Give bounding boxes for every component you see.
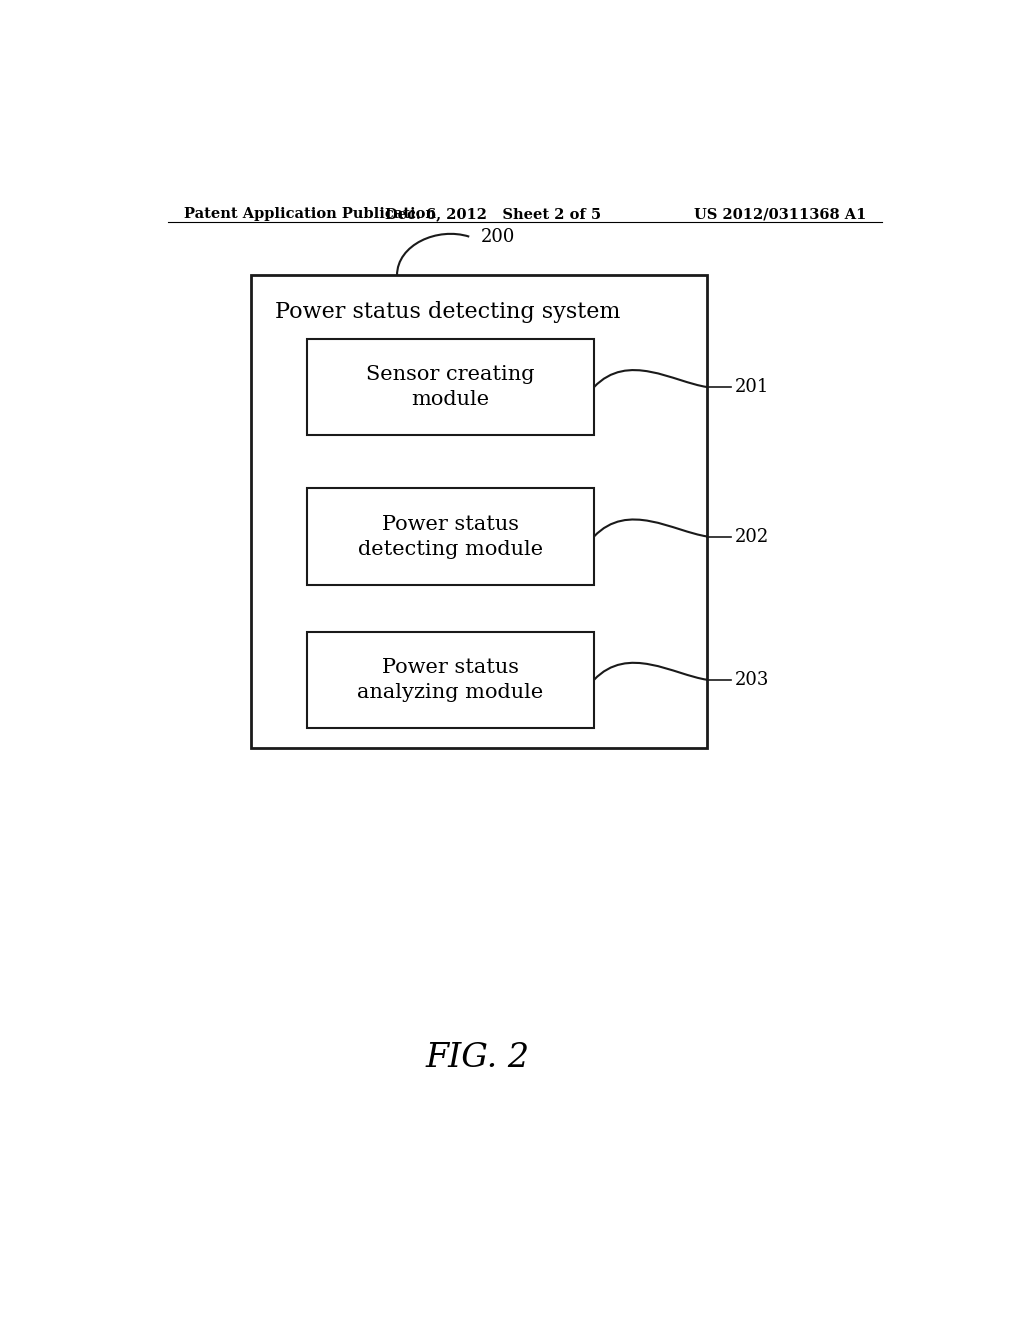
Text: Power status
analyzing module: Power status analyzing module: [357, 657, 544, 702]
Text: Dec. 6, 2012   Sheet 2 of 5: Dec. 6, 2012 Sheet 2 of 5: [385, 207, 601, 222]
Text: FIG. 2: FIG. 2: [425, 1041, 529, 1074]
Bar: [251, 276, 708, 748]
Text: Power status detecting system: Power status detecting system: [274, 301, 621, 322]
Text: 200: 200: [481, 227, 515, 246]
Text: Sensor creating
module: Sensor creating module: [366, 366, 535, 409]
Text: 201: 201: [735, 378, 769, 396]
Bar: [306, 488, 594, 585]
Text: Patent Application Publication: Patent Application Publication: [183, 207, 435, 222]
Text: 203: 203: [735, 671, 769, 689]
Text: US 2012/0311368 A1: US 2012/0311368 A1: [693, 207, 866, 222]
Bar: [306, 631, 594, 729]
Text: 202: 202: [735, 528, 769, 545]
Bar: [306, 339, 594, 436]
Text: Power status
detecting module: Power status detecting module: [357, 515, 543, 558]
